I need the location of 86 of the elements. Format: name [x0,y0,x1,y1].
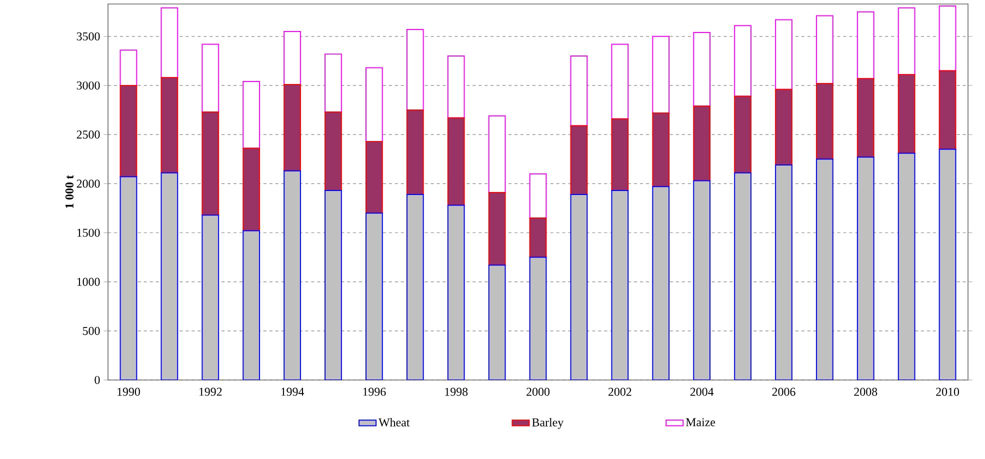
bar [652,112,670,188]
bar [938,70,956,150]
bar [529,173,547,219]
bar [816,15,834,84]
bar [816,83,834,160]
bar [816,158,834,380]
bar [324,54,342,112]
bar [570,194,588,380]
bar [693,32,711,107]
bar [202,111,220,216]
bar [242,148,260,232]
bar [324,111,342,192]
bar [284,170,301,380]
bar [652,36,670,114]
bar [160,172,178,380]
bar [202,44,220,112]
bar [447,56,465,118]
bar [775,88,792,166]
bar [856,11,874,80]
x-tick-label: 2006 [772,388,796,396]
legend-label: Barley [532,418,564,429]
bar [284,84,301,172]
bar [488,115,506,193]
x-tick-label: 1994 [281,388,304,396]
bar [202,214,220,380]
bar [366,140,383,214]
bar [611,190,629,380]
x-tick-label: 2002 [608,388,632,396]
x-tick-label: 2010 [936,388,960,396]
bar [938,5,956,72]
y-tick-label: 2000 [76,180,100,188]
y-tick-label: 2500 [76,130,100,139]
y-tick-label: 3500 [76,32,100,40]
bar [160,77,178,174]
bar [529,218,547,258]
bar [570,56,588,126]
bar [938,148,956,380]
bar [447,204,465,380]
bar [856,156,874,380]
bar [160,7,178,78]
x-tick-label: 2008 [854,388,878,396]
bar [120,176,138,380]
bar [488,264,506,380]
bar [734,25,752,97]
y-tick-label: 1000 [77,278,100,286]
bar [898,74,916,154]
bar [366,67,383,142]
bar [570,125,588,195]
bar [611,44,629,120]
bar [611,118,629,192]
y-tick-label: 0 [94,376,100,384]
legend-label: Maize [686,418,716,426]
bar [488,192,506,266]
bar [898,7,916,76]
bar [652,186,670,380]
bar [284,30,301,85]
bar [120,50,138,86]
bar [775,164,792,380]
x-tick-label: 1990 [118,388,140,396]
bar [242,230,260,380]
x-tick-label: 1998 [445,388,468,396]
bar [242,81,260,149]
legend-label: Wheat [378,418,410,427]
bar [898,152,916,380]
bar [693,180,711,380]
y-tick-label: 3000 [76,81,100,90]
x-tick-label: 2000 [526,388,550,396]
bar [406,194,424,380]
bar [856,78,874,158]
y-tick-label: 500 [82,326,100,335]
bar [366,212,383,380]
x-tick-label: 2004 [690,388,714,396]
x-tick-label: 1996 [363,388,386,396]
y-axis-title: 1 000 t [65,175,74,208]
bar [406,29,424,111]
y-tick-label: 1500 [77,228,100,237]
bar [324,190,342,380]
bar [775,19,792,90]
bar [447,117,465,206]
bar [406,110,424,195]
bar [120,84,138,178]
x-tick-label: 1992 [199,388,222,396]
bar [529,256,547,380]
bar [693,106,711,182]
bar [734,172,752,380]
bar [734,96,752,174]
